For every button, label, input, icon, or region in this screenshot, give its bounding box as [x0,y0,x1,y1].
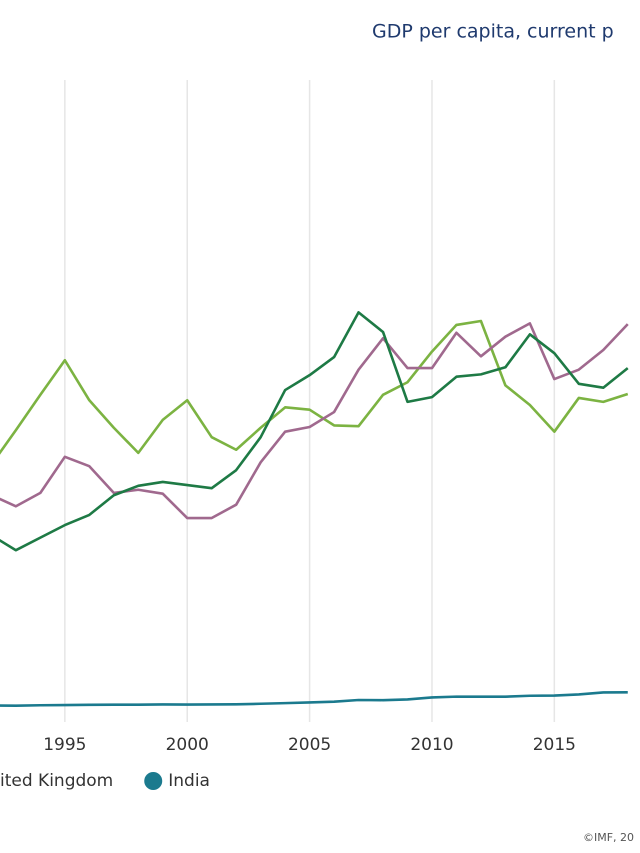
x-tick-label: 2010 [410,735,453,755]
x-tick-label: 2000 [166,735,209,755]
series-line [0,691,628,707]
legend-label: ited Kingdom [0,771,113,791]
source-note: ©IMF, 20 [583,831,634,844]
series-line [0,322,629,520]
series-line [0,319,629,455]
legend-label: India [168,771,210,791]
chart-title: GDP per capita, current p [372,21,614,43]
legend-marker [144,772,163,790]
series-line [0,311,629,552]
x-tick-label: 2015 [533,735,576,755]
x-tick-label: 2005 [288,735,331,755]
x-tick-label: 1995 [43,735,86,755]
